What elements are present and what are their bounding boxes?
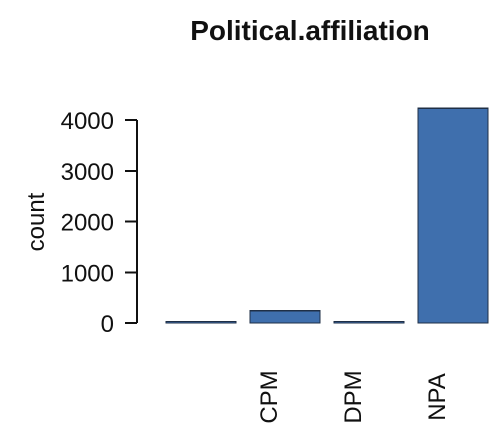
bar-unlabeled bbox=[165, 320, 237, 324]
x-axis-tick-label-dpm: DPM bbox=[340, 370, 367, 423]
bar-series bbox=[165, 107, 489, 324]
y-axis-tick-label: 0 bbox=[101, 311, 114, 338]
bar-cpm bbox=[249, 310, 321, 324]
x-axis-tick-labels: CPM DPM NPA bbox=[256, 370, 451, 423]
chart-title: Political.affiliation bbox=[190, 15, 430, 46]
y-axis-tick-label: 4000 bbox=[61, 108, 114, 135]
y-axis-tick-label: 3000 bbox=[61, 159, 114, 186]
y-axis-label: count bbox=[23, 192, 50, 251]
y-axis-tick-label: 2000 bbox=[61, 210, 114, 237]
bar-dpm bbox=[333, 320, 405, 324]
x-axis-tick-label-npa: NPA bbox=[424, 373, 451, 421]
y-axis-tick-label: 1000 bbox=[61, 260, 114, 287]
x-axis-tick-label-cpm: CPM bbox=[256, 370, 283, 423]
y-axis-ticks: 0 1000 2000 3000 4000 bbox=[61, 108, 137, 338]
bar-npa bbox=[417, 107, 489, 324]
